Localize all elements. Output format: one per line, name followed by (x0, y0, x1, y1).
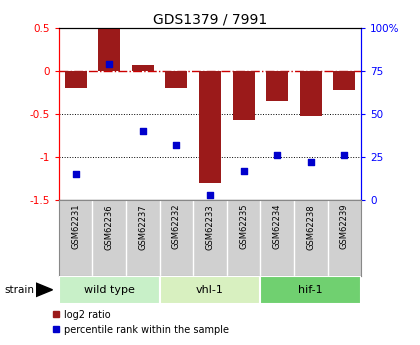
Bar (333, 71, 355, 90)
Point (173, 142, 180, 148)
Bar (132, 65, 154, 71)
Bar (59, 276, 160, 304)
Text: hif-1: hif-1 (299, 285, 323, 295)
Bar (65, 71, 87, 88)
Bar (98, 28, 120, 71)
Text: strain: strain (4, 285, 34, 295)
Point (106, 61, 113, 67)
Bar (199, 71, 221, 183)
Text: GSM62232: GSM62232 (172, 204, 181, 249)
Text: GSM62238: GSM62238 (306, 204, 315, 249)
Text: GSM62231: GSM62231 (71, 204, 80, 249)
Text: vhl-1: vhl-1 (196, 285, 224, 295)
Bar (266, 71, 288, 101)
Title: GDS1379 / 7991: GDS1379 / 7991 (153, 12, 267, 27)
Bar (260, 276, 361, 304)
Legend: log2 ratio, percentile rank within the sample: log2 ratio, percentile rank within the s… (47, 306, 233, 338)
Text: GSM62234: GSM62234 (273, 204, 282, 249)
Point (274, 152, 281, 158)
Text: wild type: wild type (84, 285, 135, 295)
Bar (165, 71, 187, 88)
Text: GSM62239: GSM62239 (340, 204, 349, 249)
Point (72, 171, 79, 177)
Bar (160, 276, 260, 304)
Point (207, 192, 213, 198)
Point (307, 159, 314, 165)
Bar (233, 71, 255, 120)
Point (240, 168, 247, 174)
Text: GSM62235: GSM62235 (239, 204, 248, 249)
Bar (300, 71, 322, 116)
Text: GSM62237: GSM62237 (138, 204, 147, 249)
Point (139, 128, 146, 134)
Text: GSM62236: GSM62236 (105, 204, 114, 249)
Text: GSM62233: GSM62233 (205, 204, 215, 249)
Point (341, 152, 348, 158)
Polygon shape (36, 283, 52, 297)
